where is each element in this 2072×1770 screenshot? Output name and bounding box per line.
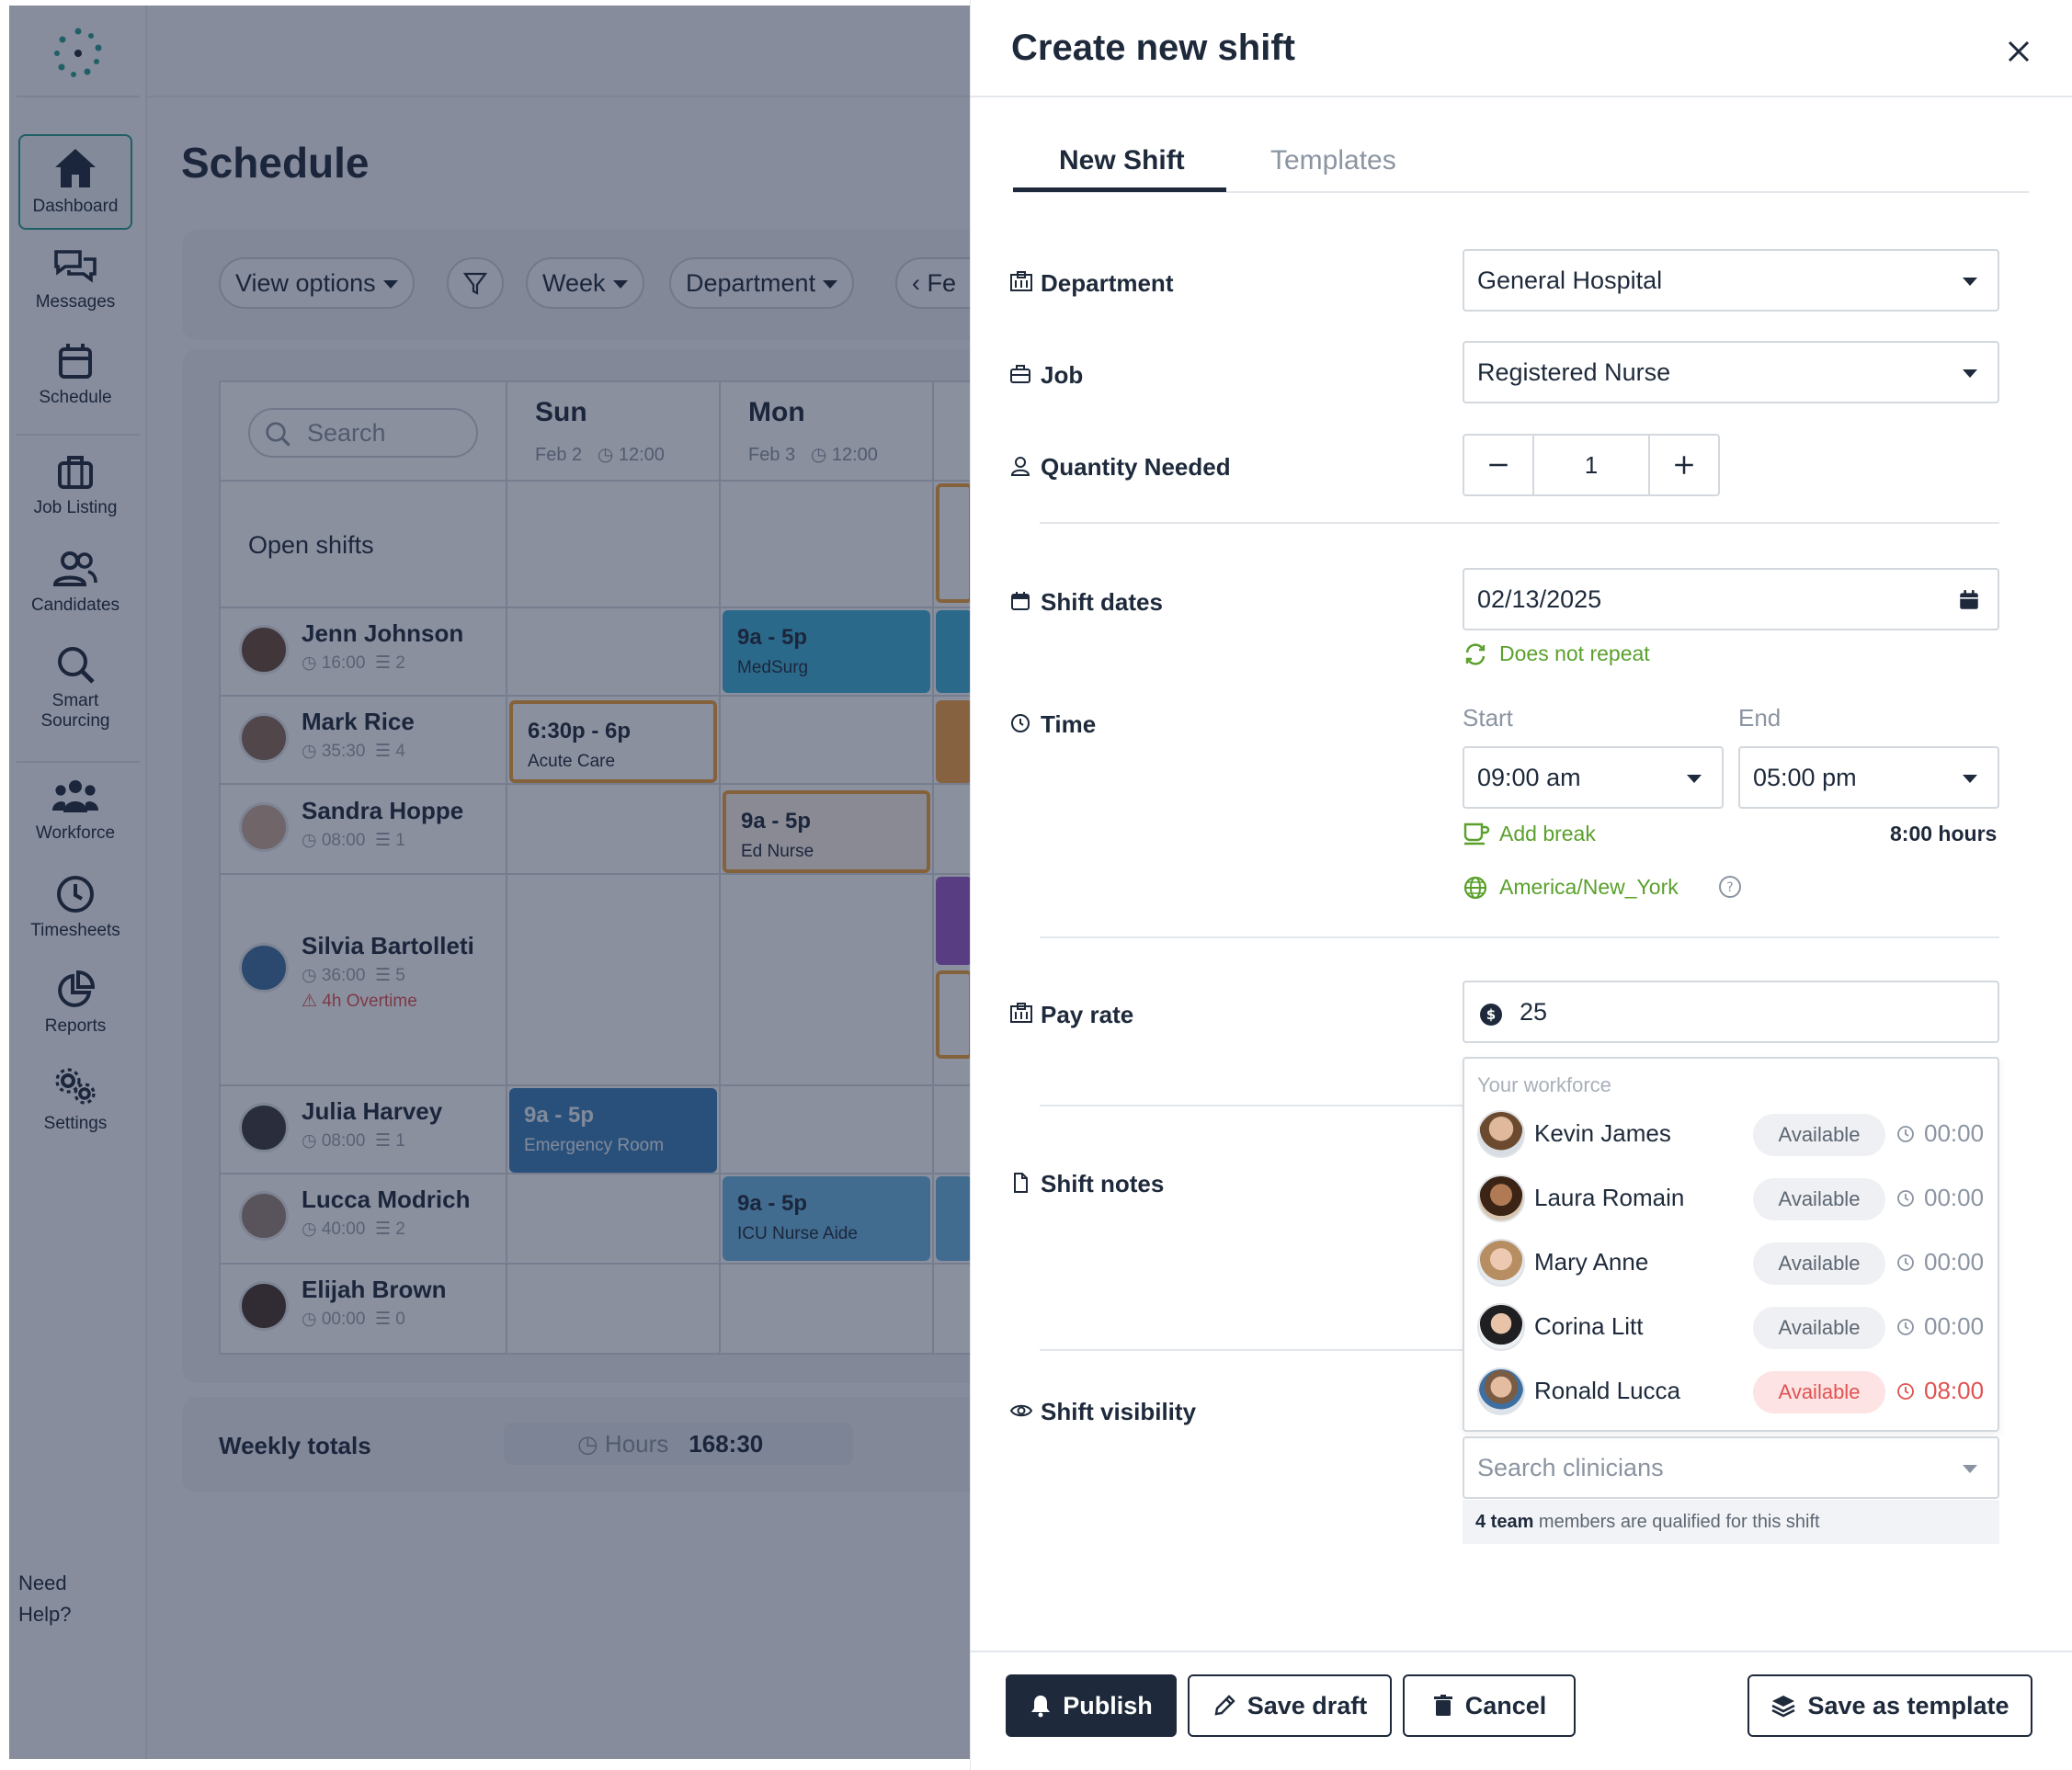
- building-icon: [1010, 1003, 1032, 1023]
- status-badge: Available: [1753, 1371, 1885, 1413]
- pencil-icon: [1214, 1695, 1235, 1716]
- status-badge: Available: [1753, 1178, 1885, 1220]
- shift-visibility-label: Shift visibility: [1009, 1398, 1196, 1426]
- coffee-cup-icon: [1463, 823, 1490, 845]
- department-label: Department: [1010, 269, 1173, 298]
- workforce-option[interactable]: Mary Anne Available 00:00: [1477, 1235, 1992, 1294]
- avatar: [1477, 1110, 1525, 1158]
- start-time-select[interactable]: 09:00 am: [1463, 746, 1724, 809]
- chevron-down-icon: [1687, 775, 1702, 783]
- repeat-link[interactable]: Does not repeat: [1465, 641, 1650, 666]
- bell-icon: [1031, 1695, 1051, 1718]
- help-circle-icon[interactable]: ?: [1718, 875, 1742, 899]
- save-as-template-button[interactable]: Save as template: [1748, 1674, 2032, 1737]
- status-badge: Available: [1753, 1114, 1885, 1156]
- avatar: [1477, 1303, 1525, 1351]
- chevron-down-icon: [1963, 1465, 1977, 1473]
- pay-rate-input[interactable]: $ 25: [1463, 981, 1999, 1043]
- qualified-members-note: 4 team members are qualified for this sh…: [1463, 1500, 1999, 1544]
- clock-icon: [1011, 714, 1030, 732]
- clock-icon: [1897, 1126, 1914, 1142]
- timezone-link[interactable]: America/New_York ?: [1463, 875, 1741, 900]
- chevron-down-icon: [1963, 278, 1977, 286]
- quantity-stepper: 1: [1463, 434, 1720, 496]
- chevron-down-icon: [1963, 775, 1977, 783]
- status-badge: Available: [1753, 1307, 1885, 1349]
- plus-icon[interactable]: [1648, 436, 1718, 494]
- clock-icon: [1897, 1383, 1914, 1400]
- globe-icon: [1463, 876, 1487, 900]
- status-badge: Available: [1753, 1242, 1885, 1285]
- svg-text:?: ?: [1726, 880, 1733, 895]
- hours-value: 00:00: [1896, 1248, 1984, 1276]
- clock-icon: [1897, 1319, 1914, 1335]
- hours-value: 00:00: [1896, 1312, 1984, 1341]
- eye-icon: [1009, 1404, 1033, 1417]
- building-icon: [1010, 271, 1032, 291]
- svg-text:$: $: [1486, 1006, 1496, 1023]
- hours-value: 08:00: [1896, 1377, 1984, 1405]
- cancel-button[interactable]: Cancel: [1403, 1674, 1576, 1737]
- shift-dates-label: Shift dates: [1011, 588, 1163, 617]
- job-select[interactable]: Registered Nurse: [1463, 341, 1999, 403]
- publish-button[interactable]: Publish: [1006, 1674, 1177, 1737]
- drawer-title: Create new shift: [1011, 28, 1295, 68]
- hours-value: 00:00: [1896, 1184, 1984, 1212]
- workforce-heading: Your workforce: [1477, 1073, 1611, 1096]
- chevron-down-icon: [1963, 369, 1977, 378]
- workforce-option[interactable]: Kevin James Available 00:00: [1477, 1106, 1992, 1165]
- briefcase-icon: [1010, 365, 1030, 383]
- drawer-tabs: New Shift Templates: [1013, 138, 2029, 193]
- time-label: Time: [1011, 710, 1096, 739]
- hours-value: 00:00: [1896, 1119, 1984, 1148]
- avatar: [1477, 1367, 1525, 1415]
- create-shift-drawer: Create new shift New Shift Templates Dep…: [970, 0, 2072, 1770]
- workforce-option[interactable]: Corina Litt Available 00:00: [1477, 1299, 1992, 1358]
- avatar: [1477, 1239, 1525, 1287]
- close-icon[interactable]: [2000, 33, 2037, 70]
- tab-templates[interactable]: Templates: [1270, 145, 1396, 176]
- pay-rate-label: Pay rate: [1010, 1001, 1133, 1029]
- active-tab-indicator: [1013, 187, 1226, 192]
- total-hours: 8:00 hours: [1890, 822, 1998, 845]
- end-time-select[interactable]: 05:00 pm: [1738, 746, 1999, 809]
- end-label: End: [1738, 704, 1782, 732]
- quantity-label: Quantity Needed: [1010, 453, 1231, 482]
- save-draft-button[interactable]: Save draft: [1188, 1674, 1392, 1737]
- layers-icon: [1771, 1695, 1796, 1718]
- person-icon: [1010, 457, 1030, 476]
- workforce-dropdown: Your workforce Kevin James Available 00:…: [1463, 1057, 1999, 1432]
- department-select[interactable]: General Hospital: [1463, 249, 1999, 312]
- tab-new-shift[interactable]: New Shift: [1059, 145, 1185, 176]
- avatar: [1477, 1174, 1525, 1222]
- dollar-icon: $: [1480, 1004, 1502, 1026]
- job-label: Job: [1010, 361, 1083, 390]
- workforce-option[interactable]: Ronald Lucca Available 08:00: [1477, 1364, 1992, 1423]
- minus-icon[interactable]: [1464, 436, 1534, 494]
- shift-notes-label: Shift notes: [1014, 1170, 1164, 1198]
- quantity-value[interactable]: 1: [1584, 451, 1599, 479]
- shift-date-input[interactable]: 02/13/2025: [1463, 568, 1999, 630]
- repeat-icon: [1465, 643, 1486, 665]
- add-break-button[interactable]: Add break: [1463, 822, 1596, 846]
- clock-icon: [1897, 1190, 1914, 1207]
- workforce-option[interactable]: Laura Romain Available 00:00: [1477, 1171, 1992, 1230]
- clock-icon: [1897, 1254, 1914, 1271]
- start-label: Start: [1463, 704, 1513, 732]
- calendar-icon[interactable]: [1957, 588, 1981, 612]
- trash-icon: [1433, 1694, 1452, 1716]
- search-clinicians-input[interactable]: Search clinicians: [1463, 1436, 1999, 1499]
- file-icon: [1014, 1173, 1028, 1193]
- modal-overlay[interactable]: [9, 6, 970, 1759]
- calendar-icon: [1011, 592, 1030, 610]
